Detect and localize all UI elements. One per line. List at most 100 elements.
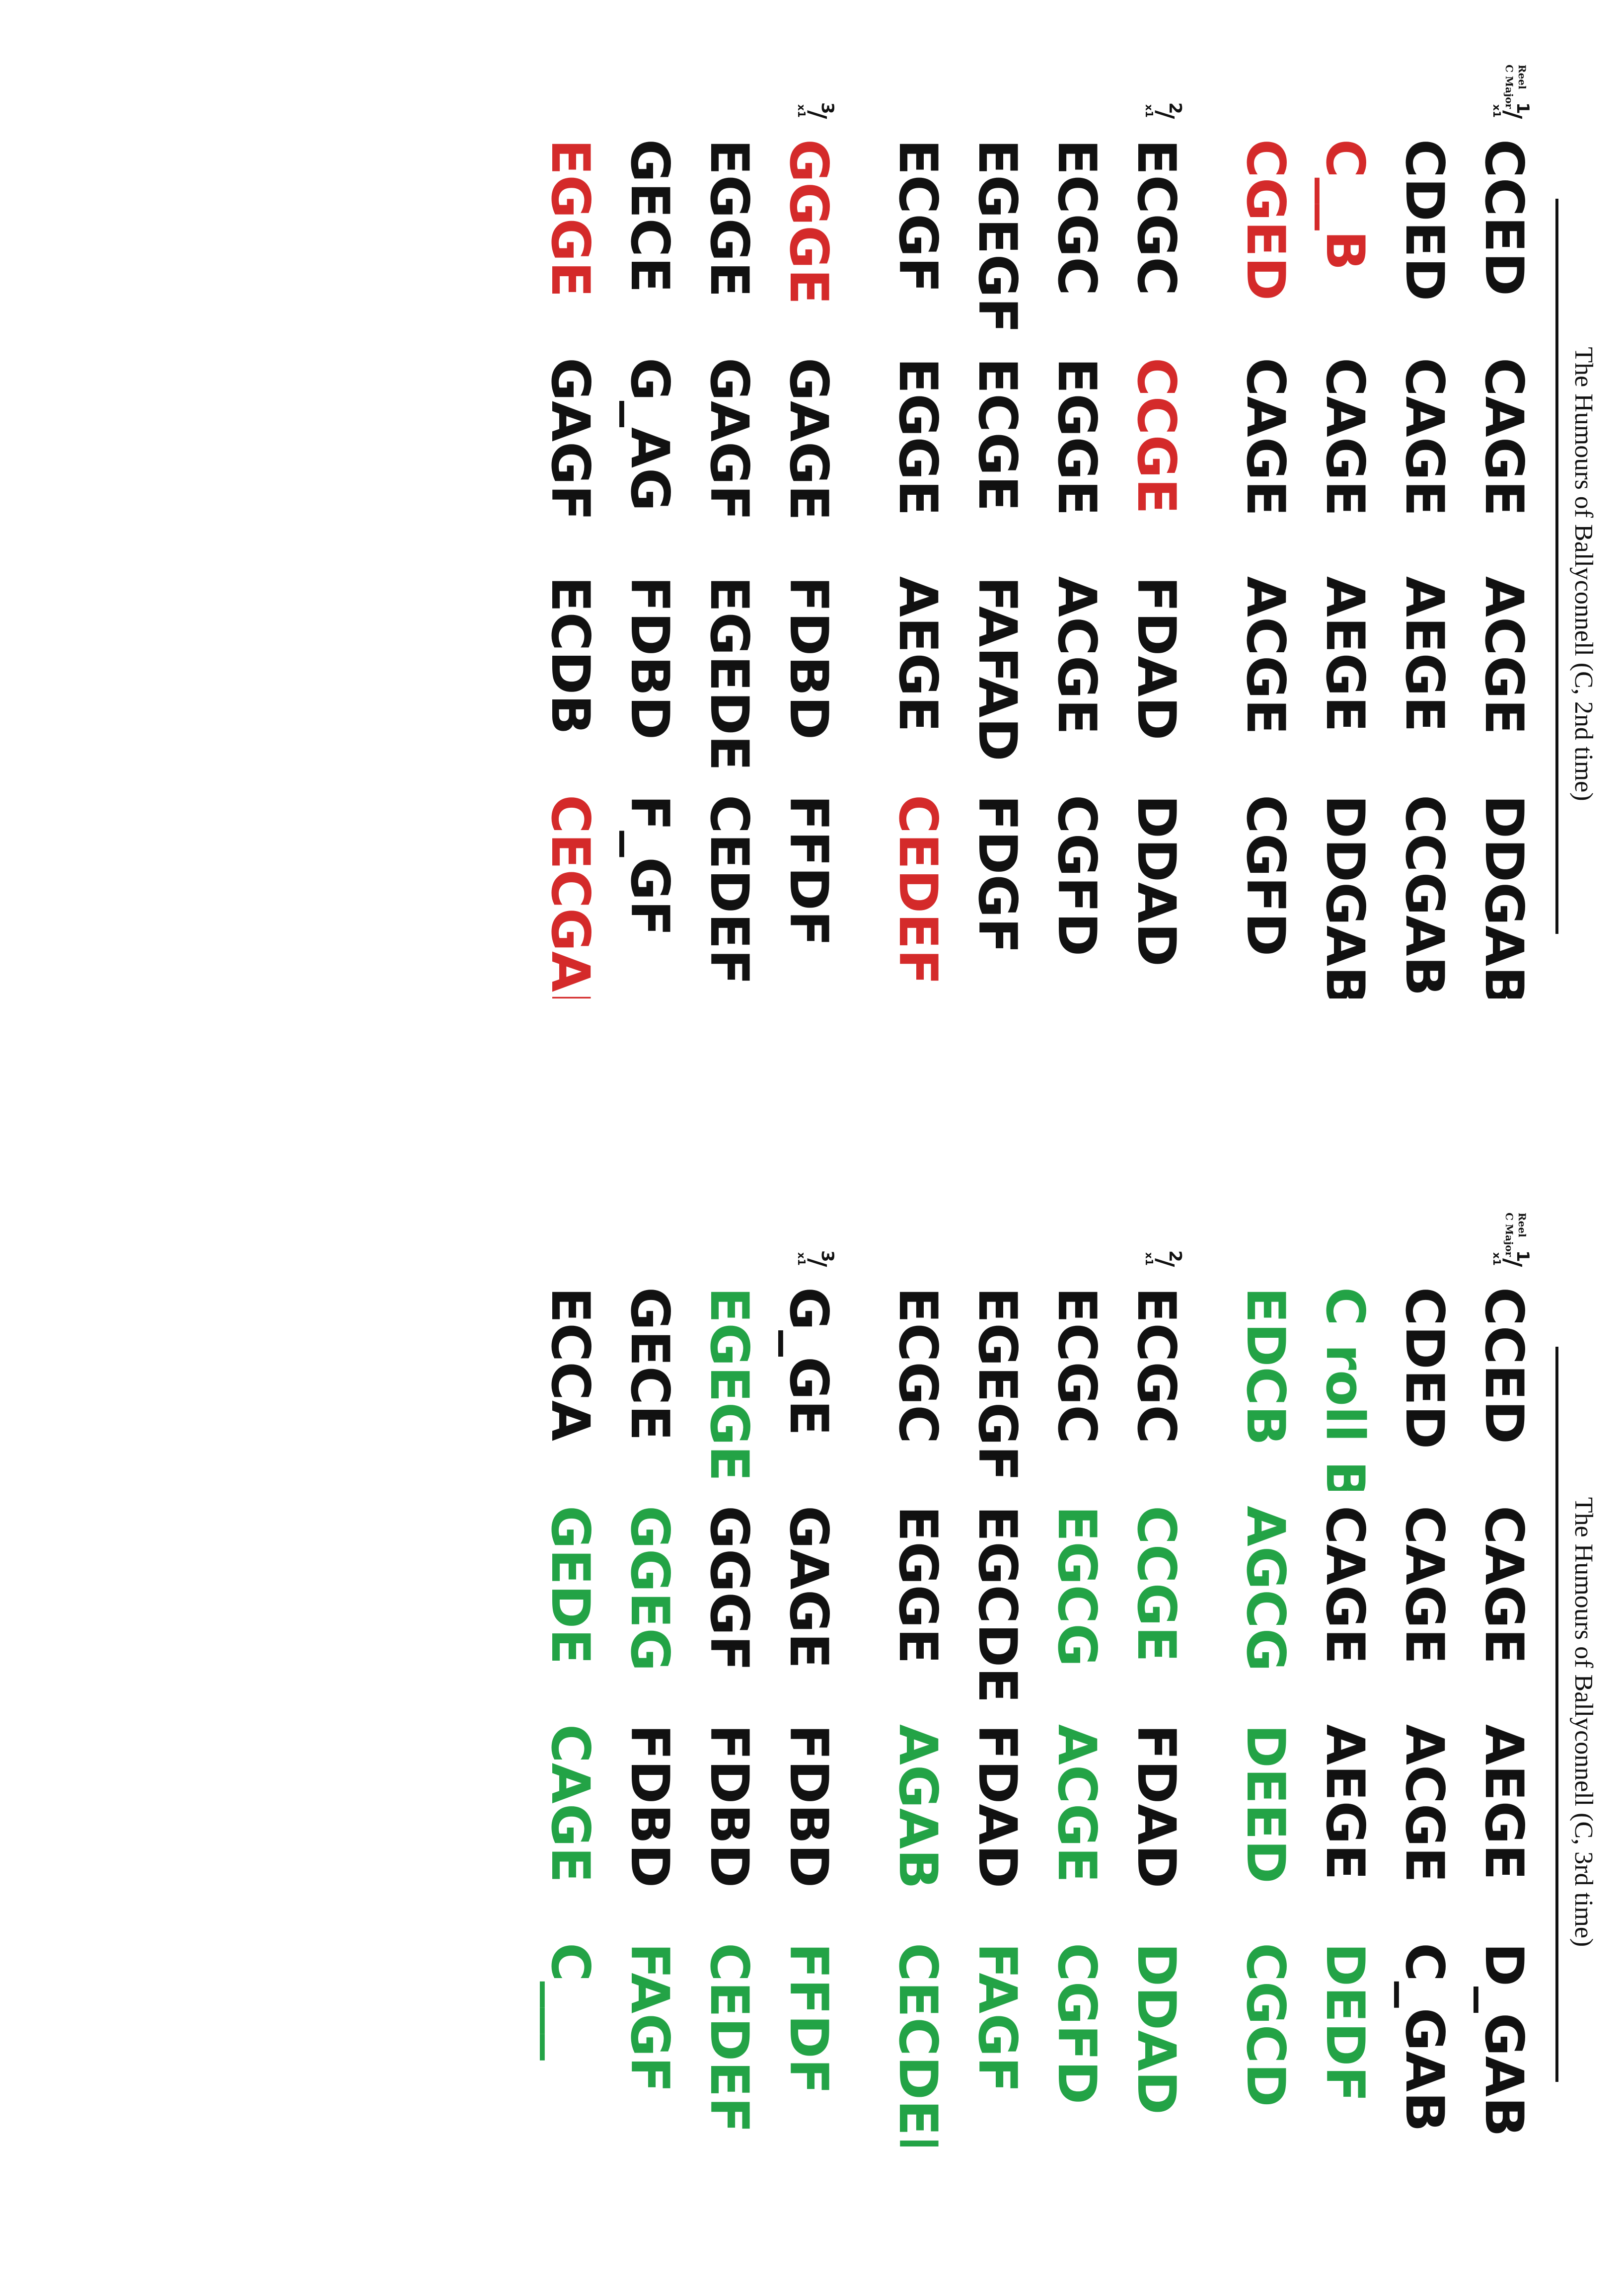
notation-row: CDED CAGE AEGE CCGAB — [1385, 99, 1464, 1023]
sheet-title: The Humours of Ballyconnell (C, 3rd time… — [1569, 1497, 1598, 1947]
bar-notes: CAGE — [1315, 358, 1376, 517]
bar-notes: FAFAD — [967, 576, 1028, 762]
bar-notes: GEDE — [540, 1506, 601, 1665]
notation-row: C__B CAGE AEGE DDGAB — [1305, 99, 1385, 1023]
bar-notes: ECDB — [540, 576, 601, 735]
bar-notes: CCGAB — [1394, 795, 1455, 996]
notation-row: GECE G_AG FDBD F_GF — [610, 99, 689, 1023]
bar-notes: C_GAB — [1394, 1943, 1455, 2132]
part-slash: / — [1499, 1258, 1527, 1267]
bar-notes: EGGE — [540, 139, 601, 298]
bar-notes: DEDF — [1315, 1943, 1376, 2102]
bar-notes: CECGAB — [540, 795, 601, 998]
bar-notes: AEGE — [1474, 1724, 1535, 1880]
title-rule — [1555, 1347, 1558, 2082]
bar-notes: D_GAB — [1474, 1943, 1535, 2137]
notation-row: 1/x1 CCED CAGE ACGE DDGAB — [1464, 99, 1544, 1023]
bar-notes: CAGE — [1474, 358, 1535, 517]
bar-notes: DDAD — [1126, 1943, 1187, 2115]
bar-notes: AEGE — [1394, 576, 1455, 732]
notation-row: EDCB AGCG DEED CGCD — [1226, 1247, 1305, 2171]
notation-row: ECGC EGGE AGAB CECDEF — [878, 1247, 958, 2171]
part-label: 3/x1 — [778, 99, 837, 137]
bar-notes: FDBD — [619, 1724, 680, 1888]
notation-row: C roll B CAGE AEGE DEDF — [1305, 1247, 1385, 2171]
bar-notes: EGEDE — [699, 576, 760, 771]
bar-notes: ECGC — [1046, 139, 1107, 296]
bar-notes: FFDF — [778, 1943, 839, 2095]
notation-row: ECCA GEDE CAGE C___ — [530, 1247, 610, 2171]
notation-row: 2/x1 ECGC CCGE FDAD DDAD — [1116, 1247, 1196, 2171]
repeat-count: x1 — [796, 104, 808, 118]
part-slash: / — [804, 110, 831, 119]
bar-notes: ECGF — [887, 139, 949, 293]
bar-notes: AGCG — [1235, 1506, 1296, 1672]
bar-notes: ACGE — [1474, 576, 1535, 735]
repeat-count: x1 — [1491, 104, 1503, 118]
bar-notes: FDAD — [1126, 576, 1187, 741]
bar-notes: DDAD — [1126, 795, 1187, 967]
notation-row: 2/x1 ECGC CCGE FDAD DDAD — [1116, 99, 1196, 1023]
notation-row: ECGC EGGE ACGE CGFD — [1037, 99, 1116, 1023]
bar-notes: CGED — [1235, 139, 1296, 301]
bar-notes: GAGE — [778, 1506, 839, 1669]
bar-notes: CAGE — [540, 1724, 601, 1883]
notation-row: CGED CAGE ACGE CGFD — [1226, 99, 1305, 1023]
bar-notes: FAGF — [967, 1943, 1028, 2093]
bar-notes: CEDEF — [699, 1943, 760, 2134]
notation-body: 1/x1 CCED CAGE ACGE DDGAB CDED CAGE AEGE CCGAB C_… — [54, 99, 1544, 1043]
bar-notes: CAGE — [1315, 1506, 1376, 1665]
bar-notes: FDBD — [778, 576, 839, 740]
bar-notes: FFDF — [778, 795, 839, 947]
bar-notes: FDGF — [967, 795, 1028, 954]
notation-row: 3/x1 GGGE GAGE FDBD FFDF — [769, 99, 848, 1023]
repeat-count: x1 — [1143, 1252, 1155, 1266]
bar-notes: CGCD — [1235, 1943, 1296, 2107]
bar-notes: ECGC — [1126, 1287, 1187, 1444]
bar-notes: G_GE — [778, 1287, 839, 1436]
notation-row: GECE GGEG FDBD FAGF — [610, 1247, 689, 2171]
part-label: 1/x1 — [1473, 1247, 1533, 1285]
bar-notes: G_AG — [619, 358, 680, 512]
part-slash: / — [1151, 110, 1179, 119]
notation-row: EGEGE GGGF FDBD CEDEF — [689, 1247, 769, 2171]
bar-notes: CEDEF — [699, 795, 760, 986]
bar-notes: EGEGE — [699, 1287, 760, 1482]
bar-notes: CGFD — [1235, 795, 1296, 957]
bar-notes: EGGE — [1046, 358, 1107, 516]
bar-notes: GAGF — [699, 358, 760, 521]
tune-sheet: The Humours of Ballyconnell (C, 3rd time… — [0, 1148, 1623, 2296]
notation-body: 1/x1 CCED CAGE AEGE D_GAB CDED CAGE ACGE C_GAB C … — [54, 1247, 1544, 2191]
bar-notes: EGCDE — [967, 1506, 1028, 1703]
bar-notes: CAGE — [1394, 1506, 1455, 1665]
bar-notes: EGGE — [887, 1506, 949, 1664]
bar-notes: ECGC — [1126, 139, 1187, 296]
bar-notes: ACGE — [1046, 576, 1107, 735]
part-label: 2/x1 — [1125, 1247, 1185, 1285]
bar-notes: F_GF — [619, 795, 680, 936]
bar-notes: ECGC — [887, 1287, 949, 1444]
part-slash: / — [1151, 1258, 1179, 1267]
bar-notes: FDBD — [619, 576, 680, 740]
bar-notes: DEED — [1235, 1724, 1296, 1884]
notation-row: ECGC EGCG ACGE CGFD — [1037, 1247, 1116, 2171]
bar-notes: CCED — [1474, 139, 1535, 296]
bar-notes: FDBD — [699, 1724, 760, 1888]
bar-notes: CAGE — [1235, 358, 1296, 517]
notation-row: 3/x1 G_GE GAGE FDBD FFDF — [769, 1247, 848, 2171]
notation-row: EGEGF ECGE FAFAD FDGF — [958, 99, 1037, 1023]
bar-notes: ECGC — [1046, 1287, 1107, 1444]
bar-notes: C roll B — [1315, 1287, 1376, 1491]
bar-notes: CCGE — [1126, 358, 1187, 514]
bar-notes: EGEGF — [967, 1287, 1028, 1482]
tune-sheet: The Humours of Ballyconnell (C, 2nd time… — [54, 65, 1598, 1043]
bar-notes: EGEGF — [967, 139, 1028, 334]
bar-notes: ECGE — [967, 358, 1028, 512]
bar-notes: EGCG — [1046, 1506, 1107, 1667]
bar-notes: CGFD — [1046, 795, 1107, 957]
notation-row: EGGE GAGF ECDB CECGAB — [530, 99, 610, 1023]
notation-row: EGEGF EGCDE FDAD FAGF — [958, 1247, 1037, 2171]
part-slash: / — [1499, 110, 1527, 119]
notation-row: ECGF EGGE AEGE CEDEF — [878, 99, 958, 1023]
bar-notes: ACGE — [1046, 1724, 1107, 1883]
